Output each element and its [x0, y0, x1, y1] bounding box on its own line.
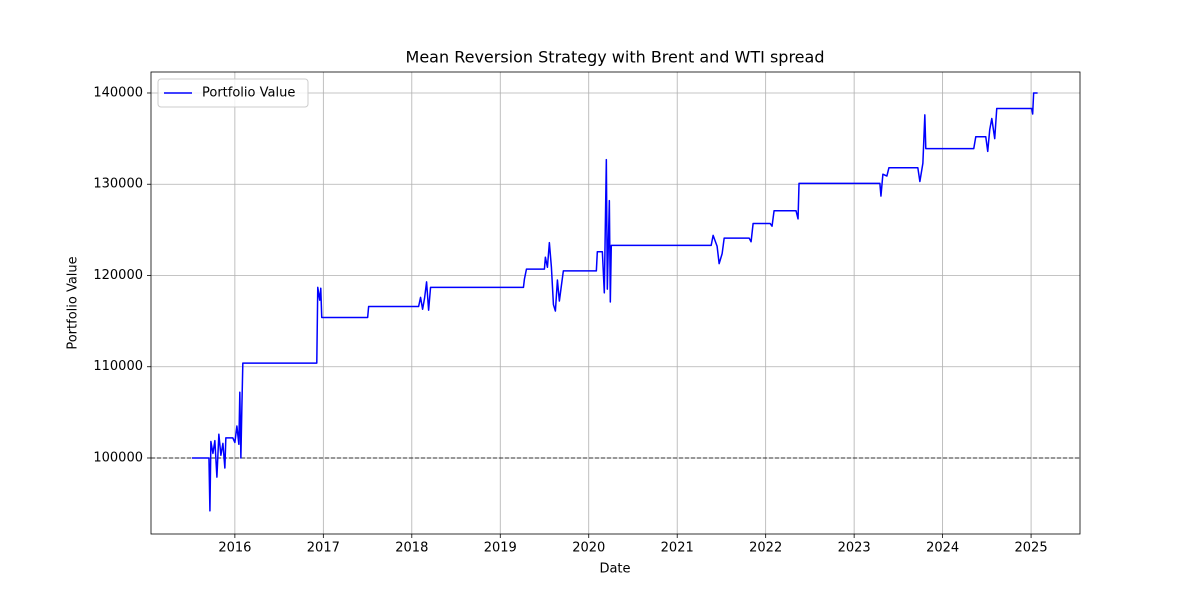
- y-tick-label: 110000: [93, 359, 143, 374]
- x-tick-label: 2019: [484, 541, 517, 556]
- x-tick-label: 2018: [395, 541, 428, 556]
- x-tick-label: 2024: [926, 541, 959, 556]
- y-tick-label: 130000: [93, 177, 143, 192]
- legend-label: Portfolio Value: [202, 86, 295, 101]
- x-tick-label: 2023: [838, 541, 871, 556]
- y-tick-label: 120000: [93, 268, 143, 283]
- x-tick-label: 2020: [572, 541, 605, 556]
- x-tick-label: 2025: [1015, 541, 1048, 556]
- y-axis-label: Portfolio Value: [66, 256, 81, 349]
- x-tick-label: 2017: [307, 541, 340, 556]
- x-tick-label: 2022: [749, 541, 782, 556]
- x-tick-label: 2016: [218, 541, 251, 556]
- legend-box: [157, 78, 309, 108]
- x-tick-label: 2021: [661, 541, 694, 556]
- x-axis-label: Date: [599, 562, 630, 577]
- chart-title: Mean Reversion Strategy with Brent and W…: [406, 48, 825, 67]
- data-line: [191, 92, 1038, 512]
- y-tick-label: 100000: [93, 450, 143, 465]
- plot-frame: [150, 71, 1081, 535]
- y-tick-label: 140000: [93, 85, 143, 100]
